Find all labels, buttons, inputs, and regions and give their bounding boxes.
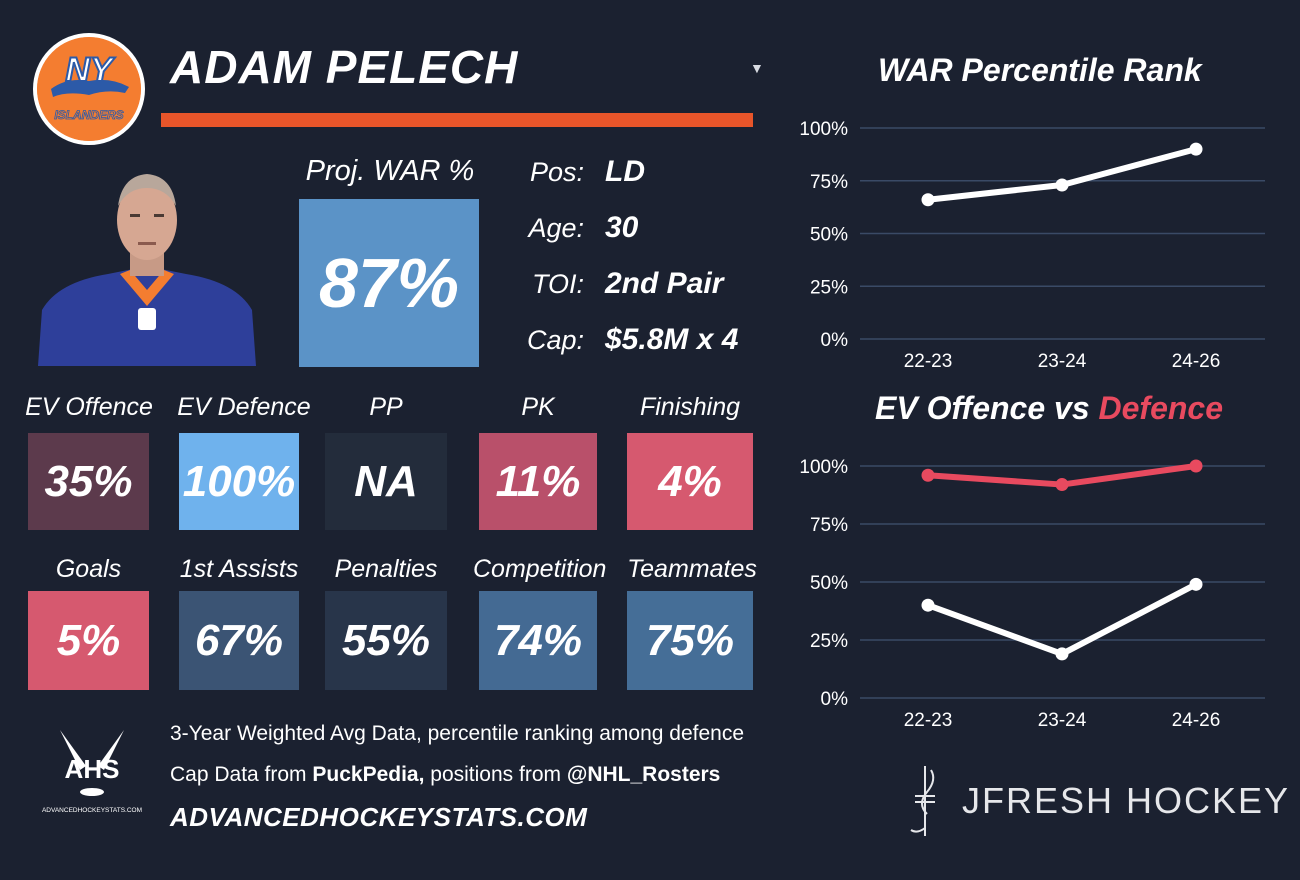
info-value-cap: $5.8M x 4	[605, 323, 739, 356]
y-tick-label: 25%	[810, 277, 848, 298]
ahs-logo-sub: ADVANCEDHOCKEYSTATS.COM	[42, 807, 142, 814]
hockey-sticks-icon: AHS ADVANCEDHOCKEYSTATS.COM	[42, 730, 142, 814]
x-tick-label: 24-26	[1172, 351, 1221, 372]
chart-2-title: EV Offence vs Defence	[875, 390, 1223, 427]
tile-competition: 74%	[479, 591, 597, 690]
x-tick-label: 23-24	[1038, 351, 1087, 372]
player-photo	[38, 170, 256, 366]
data-point	[1055, 478, 1069, 492]
tile-label-teammates: Teammates	[627, 555, 757, 583]
tile-label-1st-assists: 1st Assists	[179, 555, 299, 583]
tile-pp: NA	[325, 433, 447, 530]
tile-teammates: 75%	[627, 591, 753, 690]
tile-pk: 11%	[479, 433, 597, 530]
info-label-age: Age:	[528, 213, 584, 243]
chart-2-title-part2: Defence	[1098, 390, 1224, 426]
y-tick-label: 50%	[810, 573, 848, 594]
tile-ev-defence: 100%	[179, 433, 299, 530]
info-value-age: 30	[605, 211, 639, 244]
proj-war-label: Proj. WAR %	[305, 155, 475, 187]
team-logo: NY ISLANDERS	[33, 33, 145, 145]
info-value-pos: LD	[605, 155, 645, 188]
ev-offence-defence-chart: 100% 75% 50% 25% 0% 22-23 23-24 24-26	[799, 457, 1265, 731]
logo-text-ny: NY	[65, 51, 116, 89]
tile-ev-offence: 35%	[28, 433, 149, 530]
proj-war-value: 87%	[299, 199, 479, 367]
footer-line-2-pre: Cap Data from	[170, 763, 313, 786]
footer-url[interactable]: ADVANCEDHOCKEYSTATS.COM	[170, 802, 588, 832]
x-tick-label: 22-23	[904, 351, 953, 372]
data-point	[1189, 142, 1203, 156]
tile-1st-assists: 67%	[179, 591, 299, 690]
footer-line-2-mid: positions from	[424, 763, 567, 786]
series-line	[925, 581, 1199, 657]
x-tick-label: 22-23	[904, 710, 953, 731]
ahs-logo: AHS ADVANCEDHOCKEYSTATS.COM	[38, 726, 146, 820]
data-point	[1189, 459, 1203, 473]
tile-penalties: 55%	[325, 591, 447, 690]
data-point	[1055, 178, 1069, 192]
y-tick-label: 0%	[821, 689, 849, 710]
footer-line-1: 3-Year Weighted Avg Data, percentile ran…	[170, 722, 744, 745]
data-point	[921, 193, 935, 207]
footer-line-2: Cap Data from PuckPedia, positions from …	[170, 763, 720, 787]
tile-label-penalties: Penalties	[334, 555, 438, 583]
tile-label-ev-defence: EV Defence	[177, 393, 311, 421]
islanders-logo-icon: NY ISLANDERS	[37, 37, 141, 141]
player-name: ADAM PELECH	[170, 41, 519, 93]
x-tick-label: 24-26	[1172, 710, 1221, 731]
tile-label-competition: Competition	[473, 555, 607, 583]
tile-finishing: 4%	[627, 433, 753, 530]
y-tick-label: 0%	[821, 330, 849, 351]
tile-label-pk: PK	[521, 393, 555, 421]
jfresh-logo-icon	[905, 766, 945, 836]
tile-label-finishing: Finishing	[639, 393, 741, 421]
chart-2-title-part1: EV Offence vs	[875, 390, 1099, 426]
y-tick-label: 75%	[810, 515, 848, 536]
war-percentile-chart: 100% 75% 50% 25% 0% 22-23 23-24 24-26	[799, 119, 1265, 372]
name-underline	[161, 113, 753, 127]
data-point	[921, 468, 935, 482]
data-point	[1189, 577, 1203, 591]
tile-label-pp: PP	[369, 393, 403, 421]
info-label-cap: Cap:	[526, 325, 584, 355]
tile-label-ev-offence: EV Offence	[25, 393, 153, 421]
y-tick-label: 25%	[810, 631, 848, 652]
ahs-logo-text: AHS	[65, 754, 120, 784]
logo-text-islanders: ISLANDERS	[54, 108, 123, 122]
y-tick-label: 100%	[799, 119, 848, 140]
info-value-toi: 2nd Pair	[605, 267, 724, 300]
caret-down-icon[interactable]: ▼	[750, 60, 764, 76]
jfresh-brand: JFRESH HOCKEY	[962, 780, 1291, 821]
tile-label-goals: Goals	[55, 555, 122, 583]
tile-goals: 5%	[28, 591, 149, 690]
footer-puckpedia[interactable]: PuckPedia,	[312, 763, 425, 786]
footer-nhl-rosters[interactable]: @NHL_Rosters	[566, 763, 721, 786]
y-tick-label: 100%	[799, 457, 848, 478]
info-label-toi: TOI:	[531, 269, 584, 299]
chart-1-title: WAR Percentile Rank	[878, 52, 1202, 88]
y-tick-label: 75%	[810, 172, 848, 193]
series-line	[925, 146, 1199, 203]
data-point	[1055, 647, 1069, 661]
x-tick-label: 23-24	[1038, 710, 1087, 731]
y-tick-label: 50%	[810, 225, 848, 246]
data-point	[921, 598, 935, 612]
info-label-pos: Pos:	[529, 157, 584, 187]
